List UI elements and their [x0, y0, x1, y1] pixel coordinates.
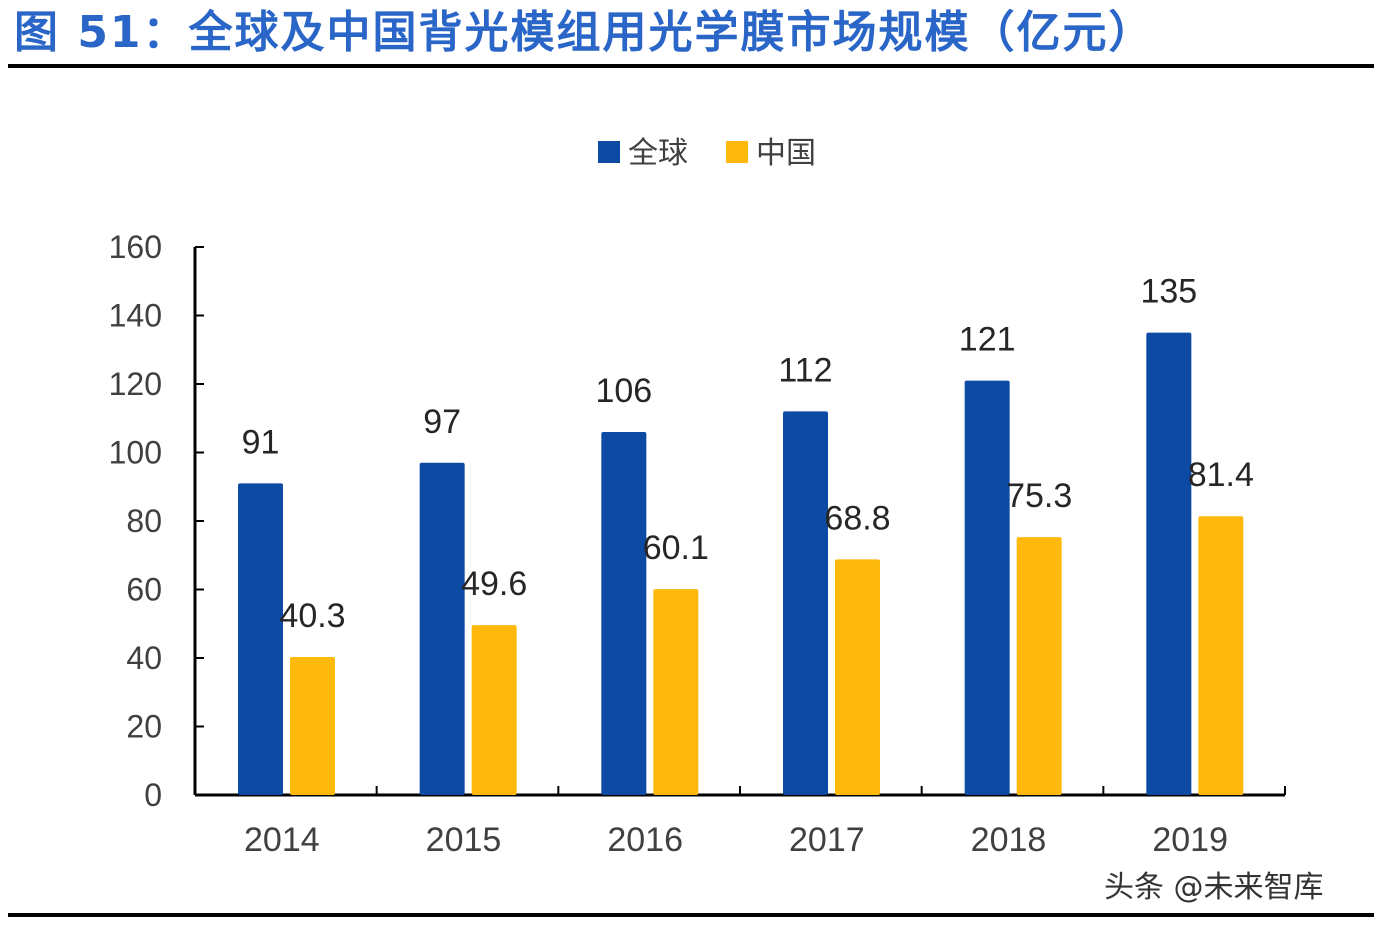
bar-global [964, 380, 1010, 795]
data-label: 112 [778, 351, 832, 389]
x-tick-label: 2015 [426, 821, 502, 859]
data-label: 49.6 [461, 565, 527, 603]
x-tick-label: 2018 [971, 821, 1047, 859]
data-label: 135 [1140, 273, 1197, 311]
chart-title: 图 51：全球及中国背光模组用光学膜市场规模（亿元） [14, 7, 1155, 58]
legend-label: 全球 [628, 136, 688, 171]
data-label: 81.4 [1188, 456, 1254, 494]
bar-global [238, 483, 283, 795]
y-tick-label: 60 [126, 572, 162, 608]
y-tick-label: 40 [126, 640, 162, 676]
data-label: 60.1 [643, 529, 709, 567]
y-tick-label: 0 [144, 777, 162, 813]
watermark: 头条 @未来智库 [1104, 870, 1324, 905]
bar-china [653, 589, 699, 795]
bar-china [471, 625, 517, 795]
x-tick-label: 2017 [789, 821, 865, 859]
data-label: 121 [959, 321, 1016, 359]
legend-label: 中国 [756, 136, 816, 171]
bottom-rule [8, 913, 1374, 917]
bar-china [835, 559, 880, 795]
data-label: 97 [423, 403, 461, 441]
legend-swatch [598, 141, 620, 163]
bar-global [419, 462, 465, 795]
bar-global [601, 431, 647, 795]
data-label: 91 [242, 423, 280, 461]
data-label: 75.3 [1006, 477, 1072, 515]
y-tick-label: 140 [109, 298, 162, 334]
bar-global [1146, 332, 1192, 795]
bar-china [290, 656, 335, 795]
x-tick-label: 2019 [1152, 821, 1228, 859]
y-tick-label: 100 [109, 435, 162, 471]
bar-china [1016, 537, 1062, 795]
data-label: 40.3 [279, 597, 345, 635]
bar-global [783, 411, 828, 795]
top-rule [8, 64, 1374, 68]
y-tick-label: 120 [109, 366, 162, 402]
y-tick-label: 80 [126, 503, 162, 539]
y-tick-label: 20 [126, 709, 162, 745]
data-label: 68.8 [824, 499, 890, 537]
x-tick-label: 2014 [244, 821, 320, 859]
y-tick-label: 160 [109, 229, 162, 265]
legend-swatch [726, 141, 748, 163]
x-tick-label: 2016 [607, 821, 683, 859]
bar-china [1198, 516, 1244, 795]
data-label: 106 [595, 372, 652, 410]
